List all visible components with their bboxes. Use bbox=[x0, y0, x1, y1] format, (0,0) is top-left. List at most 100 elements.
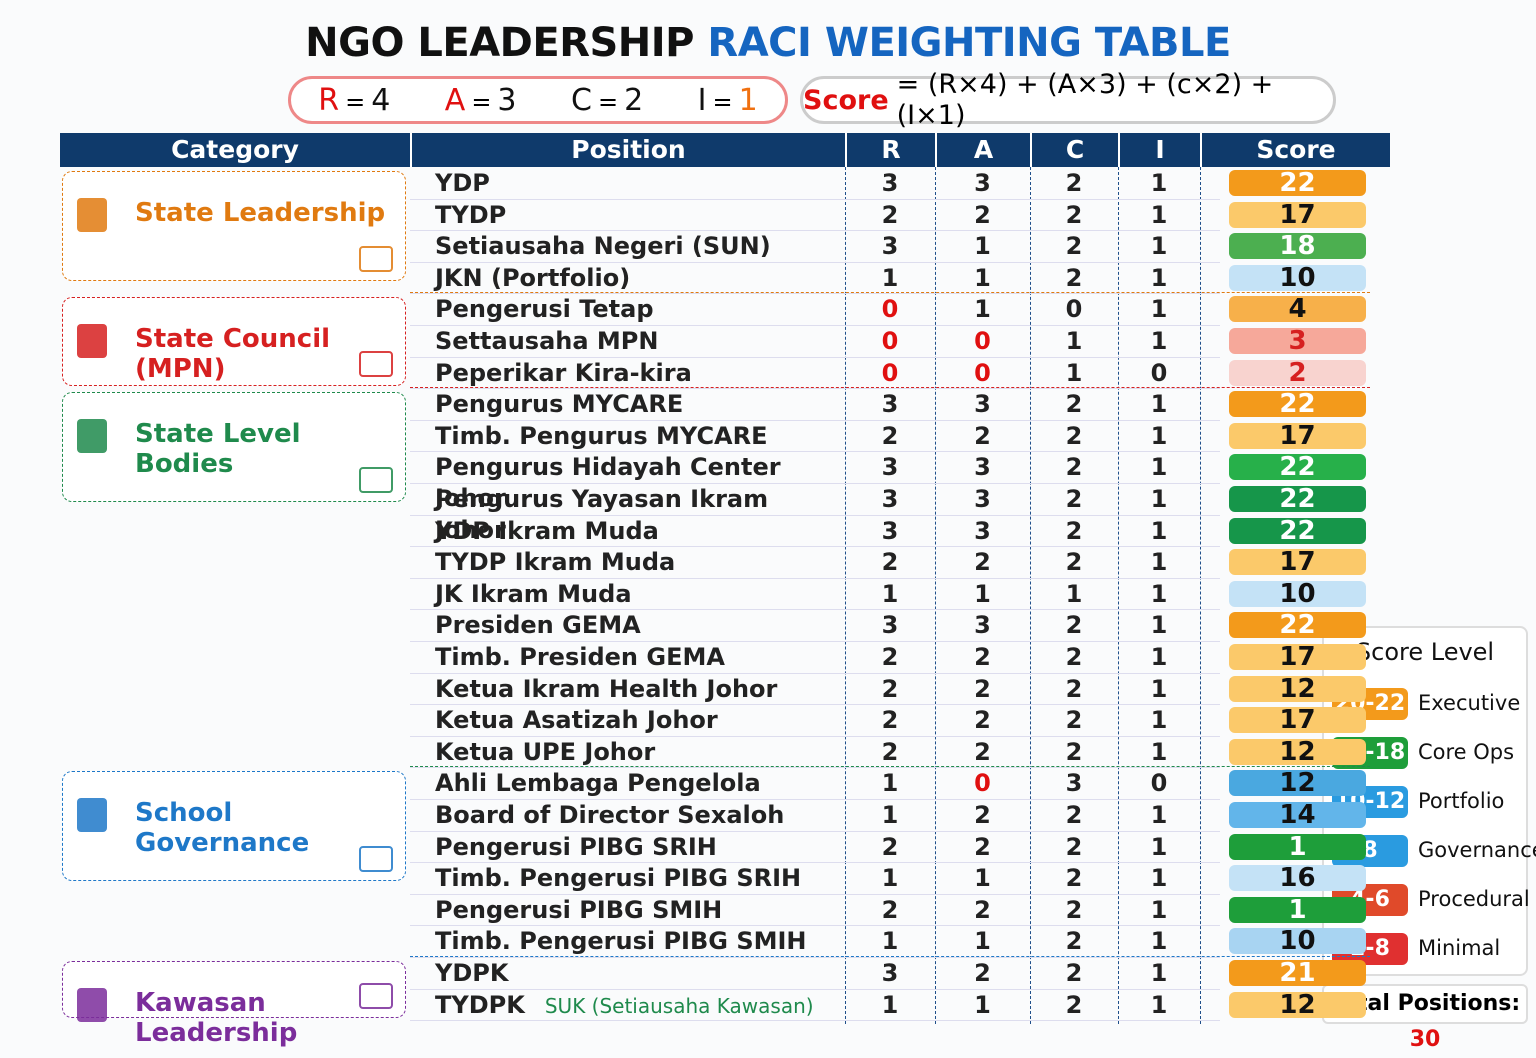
raci-value: 1 bbox=[974, 990, 991, 1019]
category-name: State Council (MPN) bbox=[135, 324, 331, 385]
raci-value: 2 bbox=[1065, 421, 1083, 450]
position-name: Ketua Ikram Health Johor bbox=[435, 674, 778, 703]
score-badge: 12 bbox=[1229, 991, 1366, 1018]
raci-value: 2 bbox=[1065, 200, 1083, 229]
position-name: Ahli Lembaga Pengelola bbox=[435, 769, 761, 798]
position-name: Pengerusi PIBG SRIH bbox=[435, 832, 717, 861]
column-divider bbox=[935, 167, 936, 1024]
raci-value: 2 bbox=[881, 548, 899, 577]
raci-value: 2 bbox=[974, 421, 991, 450]
row-divider bbox=[410, 893, 1220, 895]
raci-value: 1 bbox=[1150, 864, 1168, 893]
score-badge: 18 bbox=[1229, 233, 1366, 260]
score-badge: 16 bbox=[1229, 865, 1366, 892]
position-name: YDPK bbox=[435, 959, 509, 987]
score-badge: 21 bbox=[1229, 960, 1366, 986]
score-badge: 17 bbox=[1229, 707, 1366, 734]
raci-value: 1 bbox=[1150, 263, 1168, 292]
row-divider bbox=[410, 419, 1220, 421]
position: Pengerusi PIBG SRIH bbox=[435, 832, 845, 863]
position: TYDPK SUK (Setiausaha Kawasan) bbox=[435, 990, 845, 1021]
raci-value: 1 bbox=[1065, 358, 1083, 387]
raci-value: 2 bbox=[1065, 990, 1083, 1019]
position-name: Timb. Presiden GEMA bbox=[435, 643, 725, 671]
row-divider bbox=[410, 230, 1220, 232]
position-name: Pengurus Hidayah Center Johor bbox=[435, 453, 781, 513]
title-dark: NGO LEADERSHIP bbox=[305, 20, 694, 66]
position: Setiausaha Negeri (SUN) bbox=[435, 231, 845, 262]
raci-value: 2 bbox=[1065, 611, 1083, 640]
score-badge: 12 bbox=[1229, 675, 1366, 702]
raci-value: 2 bbox=[1065, 516, 1083, 545]
raci-value: 2 bbox=[974, 959, 991, 987]
raci-value: 3 bbox=[974, 390, 991, 419]
raci-value: 3 bbox=[974, 453, 991, 482]
column-header: I bbox=[1118, 133, 1200, 167]
category-icon-small bbox=[359, 846, 393, 873]
raci-value: 1 bbox=[1150, 169, 1168, 197]
raci-value: 2 bbox=[881, 200, 899, 229]
column-header: Position bbox=[410, 133, 845, 167]
legend-label: Portfolio bbox=[1418, 789, 1505, 813]
column-divider bbox=[1200, 167, 1201, 1024]
score-badge: 1 bbox=[1229, 833, 1366, 860]
group-divider bbox=[410, 766, 1370, 768]
legend-title: Score Level bbox=[1355, 638, 1495, 666]
raci-value: 1 bbox=[1150, 548, 1168, 577]
raci-value: 3 bbox=[881, 390, 899, 419]
raci-value: 2 bbox=[881, 832, 899, 861]
weight-letter: A bbox=[444, 82, 466, 118]
raci-value: 1 bbox=[1150, 832, 1168, 861]
column-header: A bbox=[935, 133, 1030, 167]
score-badge: 17 bbox=[1229, 644, 1366, 670]
category-box: Kawasan Leadership bbox=[62, 961, 406, 1048]
row-divider bbox=[410, 325, 1220, 326]
position-name: TYDP bbox=[435, 200, 507, 229]
row-divider bbox=[410, 514, 1220, 516]
raci-value: 1 bbox=[1150, 516, 1168, 545]
raci-value: 3 bbox=[974, 611, 991, 640]
raci-value: 3 bbox=[881, 485, 899, 513]
score-badge: 12 bbox=[1229, 770, 1366, 797]
score-badge: 12 bbox=[1229, 738, 1366, 765]
raci-value: 1 bbox=[1065, 579, 1083, 608]
raci-value: 2 bbox=[1065, 674, 1083, 703]
row-divider bbox=[410, 830, 1220, 832]
position-name: Pengurus Yayasan Ikram Johor bbox=[435, 485, 769, 544]
raci-value: 2 bbox=[1065, 895, 1083, 924]
raci-value: 0 bbox=[881, 358, 899, 387]
column-header: R bbox=[845, 133, 935, 167]
category-icon bbox=[77, 419, 107, 454]
raci-value: 1 bbox=[1065, 327, 1083, 355]
raci-value: 1 bbox=[1150, 801, 1168, 829]
position: Ahli Lembaga Pengelola bbox=[435, 768, 845, 799]
column-divider bbox=[1118, 167, 1119, 1024]
group-divider bbox=[410, 956, 1370, 957]
raci-value: 1 bbox=[974, 864, 991, 893]
row-divider bbox=[410, 862, 1220, 864]
title-blue: RACI WEIGHTING TABLE bbox=[707, 20, 1231, 66]
position: Timb. Presiden GEMA bbox=[435, 642, 845, 673]
raci-value: 0 bbox=[974, 769, 991, 798]
category-icon-small bbox=[359, 467, 393, 494]
raci-value: 0 bbox=[881, 327, 899, 355]
position: Ketua Ikram Health Johor bbox=[435, 674, 845, 705]
raci-value: 1 bbox=[881, 579, 899, 608]
position: YDP bbox=[435, 168, 845, 199]
position: Pengurus MYCARE bbox=[435, 389, 845, 420]
position-name: Settausaha MPN bbox=[435, 327, 659, 355]
raci-value: 1 bbox=[1150, 390, 1168, 419]
position-name: Ketua Asatizah Johor bbox=[435, 706, 718, 735]
legend-label: Procedural bbox=[1418, 887, 1530, 911]
position: Settausaha MPN bbox=[435, 326, 845, 357]
score-badge: 10 bbox=[1229, 928, 1366, 955]
raci-value: 3 bbox=[881, 516, 899, 545]
raci-value: 1 bbox=[974, 232, 991, 261]
weight-value: 3 bbox=[497, 82, 517, 118]
position-note: SUK (Setiausaha Kawasan) bbox=[544, 993, 814, 1018]
raci-value: 1 bbox=[881, 769, 899, 798]
position: Ketua UPE Johor bbox=[435, 737, 845, 768]
raci-value: 1 bbox=[881, 263, 899, 292]
raci-value: 2 bbox=[1065, 927, 1083, 956]
position-name: Ketua UPE Johor bbox=[435, 737, 656, 766]
